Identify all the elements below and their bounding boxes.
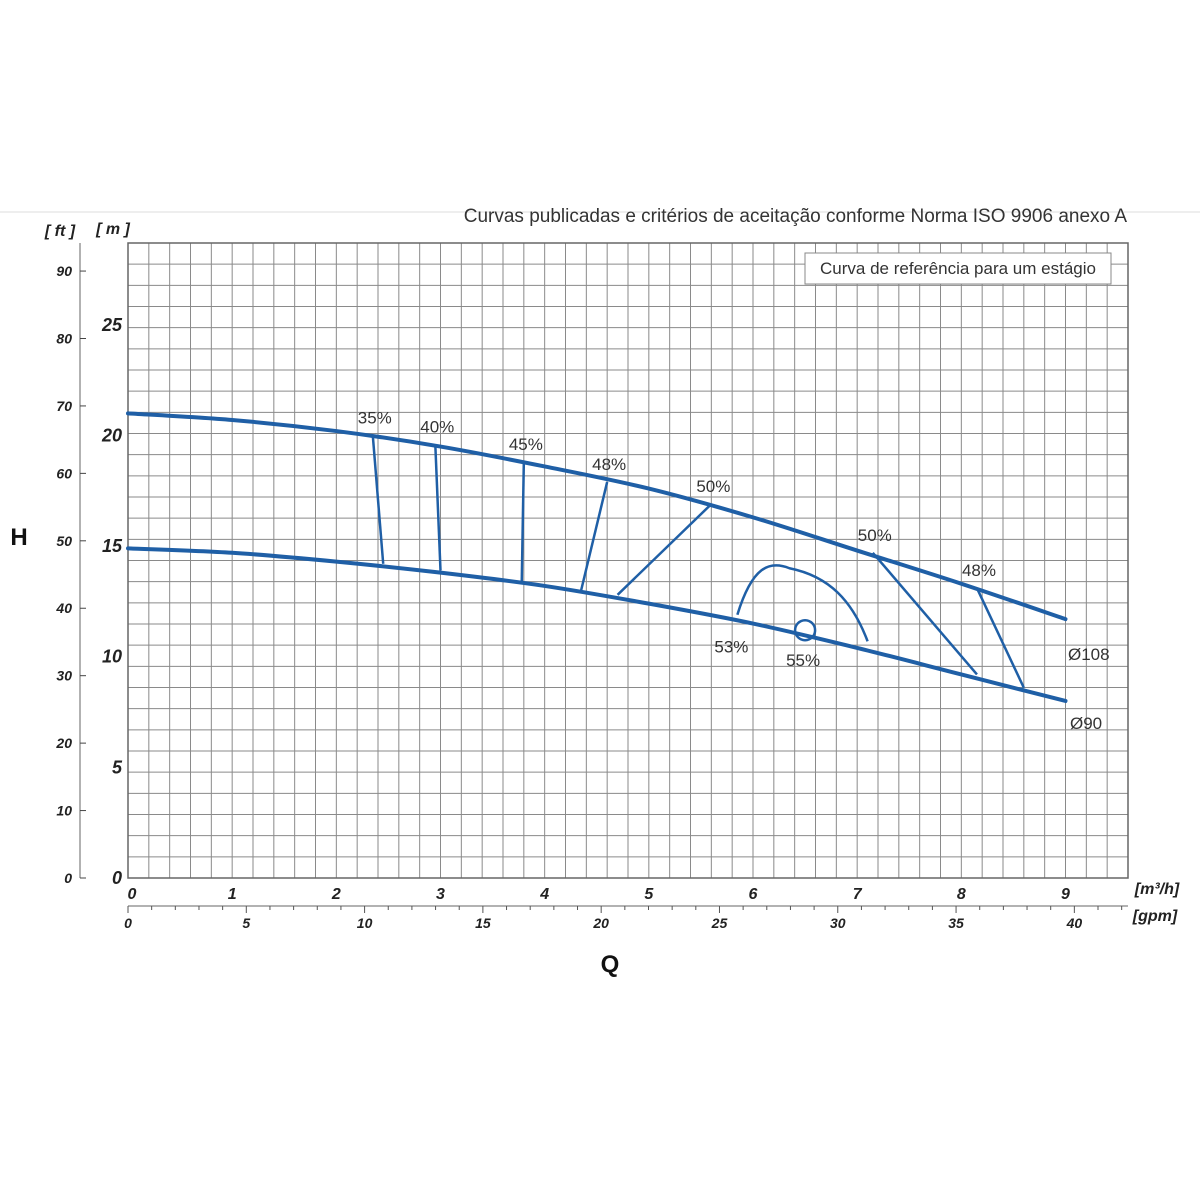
- grid: [128, 243, 1128, 878]
- x-tick-label-m3h: 0: [128, 886, 137, 903]
- x-tick-label-m3h: 4: [539, 886, 549, 903]
- y-tick-label-m: 25: [101, 315, 123, 335]
- x-tick-label-gpm: 40: [1066, 915, 1083, 931]
- x-tick-label-m3h: 8: [957, 886, 966, 903]
- x-tick-label-m3h: 2: [331, 886, 341, 903]
- efficiency-line: [579, 481, 609, 591]
- efficiency-line: [871, 551, 978, 676]
- reference-box-label: Curva de referência para um estágio: [820, 259, 1096, 278]
- series-labels: Ø108 Ø90: [1068, 645, 1110, 733]
- x-tick-label-m3h: 5: [644, 886, 654, 903]
- y-tick-label-ft: 80: [56, 330, 72, 346]
- efficiency-line: [434, 444, 442, 571]
- head-curves: [126, 411, 1068, 703]
- y-tick-label-m: 5: [112, 757, 123, 777]
- efficiency-line: [616, 503, 713, 596]
- efficiency-label: 45%: [509, 435, 543, 454]
- plot-frame: [127, 242, 1129, 879]
- y-tick-label-m: 0: [112, 868, 122, 888]
- efficiency-line: [520, 462, 526, 582]
- x-tick-label-m3h: 1: [228, 886, 237, 903]
- y-axis-ticks: 0 5 10 15 20 25 0 10 20 30 40 50 60 70 80 90: [55, 243, 123, 888]
- y-tick-label-ft: 10: [56, 803, 72, 819]
- chart-title: Curvas publicadas e critérios de aceitaç…: [464, 206, 1128, 227]
- x-unit-gpm: [gpm]: [1132, 908, 1178, 925]
- y-tick-label-ft: 90: [56, 263, 72, 279]
- x-tick-label-gpm: 15: [475, 915, 491, 931]
- series-label-90: Ø90: [1070, 714, 1102, 733]
- y-tick-label-ft: 60: [56, 465, 72, 481]
- x-tick-label-m3h: 9: [1061, 886, 1070, 903]
- x-tick-label-gpm: 35: [948, 915, 964, 931]
- y-tick-label-m: 10: [102, 647, 122, 667]
- efficiency-label-left: 53%: [714, 638, 748, 657]
- x-axis-ticks: 0 1 2 3 4 5 6 7 8 9 0 5 10 15 20 25 30 35 40: [124, 886, 1128, 931]
- efficiency-line: [371, 435, 385, 564]
- efficiency-label: 35%: [358, 408, 392, 427]
- x-tick-label-gpm: 5: [242, 915, 250, 931]
- efficiency-line: [975, 587, 1025, 689]
- efficiency-lines: [371, 435, 1025, 689]
- efficiency-label: 48%: [592, 455, 626, 474]
- efficiency-loop-line: [736, 564, 869, 642]
- efficiency-label: 48%: [962, 561, 996, 580]
- y-tick-label-ft: 40: [55, 600, 72, 616]
- y-unit-ft: [ ft ]: [44, 223, 76, 240]
- efficiency-label: 50%: [696, 477, 730, 496]
- y-unit-m: [ m ]: [95, 221, 130, 238]
- y-tick-label-m: 15: [102, 536, 123, 556]
- reference-box-frame: [804, 252, 1112, 285]
- y-axis-label: H: [10, 524, 27, 551]
- x-tick-label-gpm: 20: [592, 915, 609, 931]
- head-curve-90: [126, 546, 1068, 703]
- x-tick-label-gpm: 10: [357, 915, 373, 931]
- efficiency-label: 50%: [858, 526, 892, 545]
- x-tick-label-gpm: 25: [711, 915, 728, 931]
- efficiency-label: 40%: [420, 417, 454, 436]
- x-tick-label-gpm: 0: [124, 915, 132, 931]
- efficiency-labels: 35% 40% 45% 48% 50% 50% 48% 53% 55%: [358, 408, 996, 670]
- best-efficiency-point-label: 55%: [786, 651, 820, 670]
- reference-box: Curva de referência para um estágio: [804, 252, 1112, 285]
- x-unit-m3h: [m³/h]: [1134, 881, 1180, 898]
- x-tick-label-gpm: 30: [830, 915, 846, 931]
- y-tick-label-ft: 50: [56, 533, 72, 549]
- y-tick-label-m: 20: [101, 425, 122, 445]
- y-tick-label-ft: 30: [56, 668, 72, 684]
- y-tick-label-ft: 0: [64, 870, 72, 886]
- series-label-108: Ø108: [1068, 645, 1110, 664]
- y-tick-label-ft: 70: [56, 398, 72, 414]
- x-tick-label-m3h: 6: [749, 886, 758, 903]
- x-axis-label: Q: [601, 951, 620, 978]
- head-curve-108: [126, 411, 1068, 622]
- y-tick-label-ft: 20: [55, 735, 72, 751]
- x-tick-label-m3h: 3: [436, 886, 445, 903]
- x-tick-label-m3h: 7: [853, 886, 863, 903]
